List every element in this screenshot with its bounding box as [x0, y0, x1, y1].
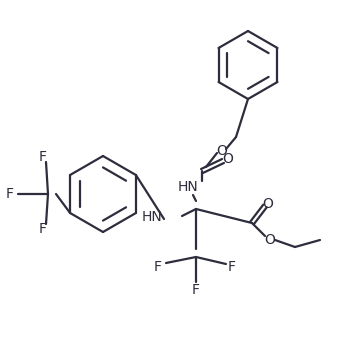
Text: O: O — [223, 152, 234, 166]
Text: HN: HN — [141, 210, 162, 224]
Text: F: F — [39, 222, 47, 236]
Text: F: F — [228, 260, 236, 274]
Text: O: O — [217, 144, 227, 158]
Text: F: F — [6, 187, 14, 201]
Text: HN: HN — [177, 180, 198, 194]
Text: O: O — [265, 233, 275, 247]
Text: O: O — [262, 197, 273, 211]
Text: F: F — [192, 283, 200, 297]
Text: F: F — [39, 150, 47, 164]
Text: F: F — [154, 260, 162, 274]
